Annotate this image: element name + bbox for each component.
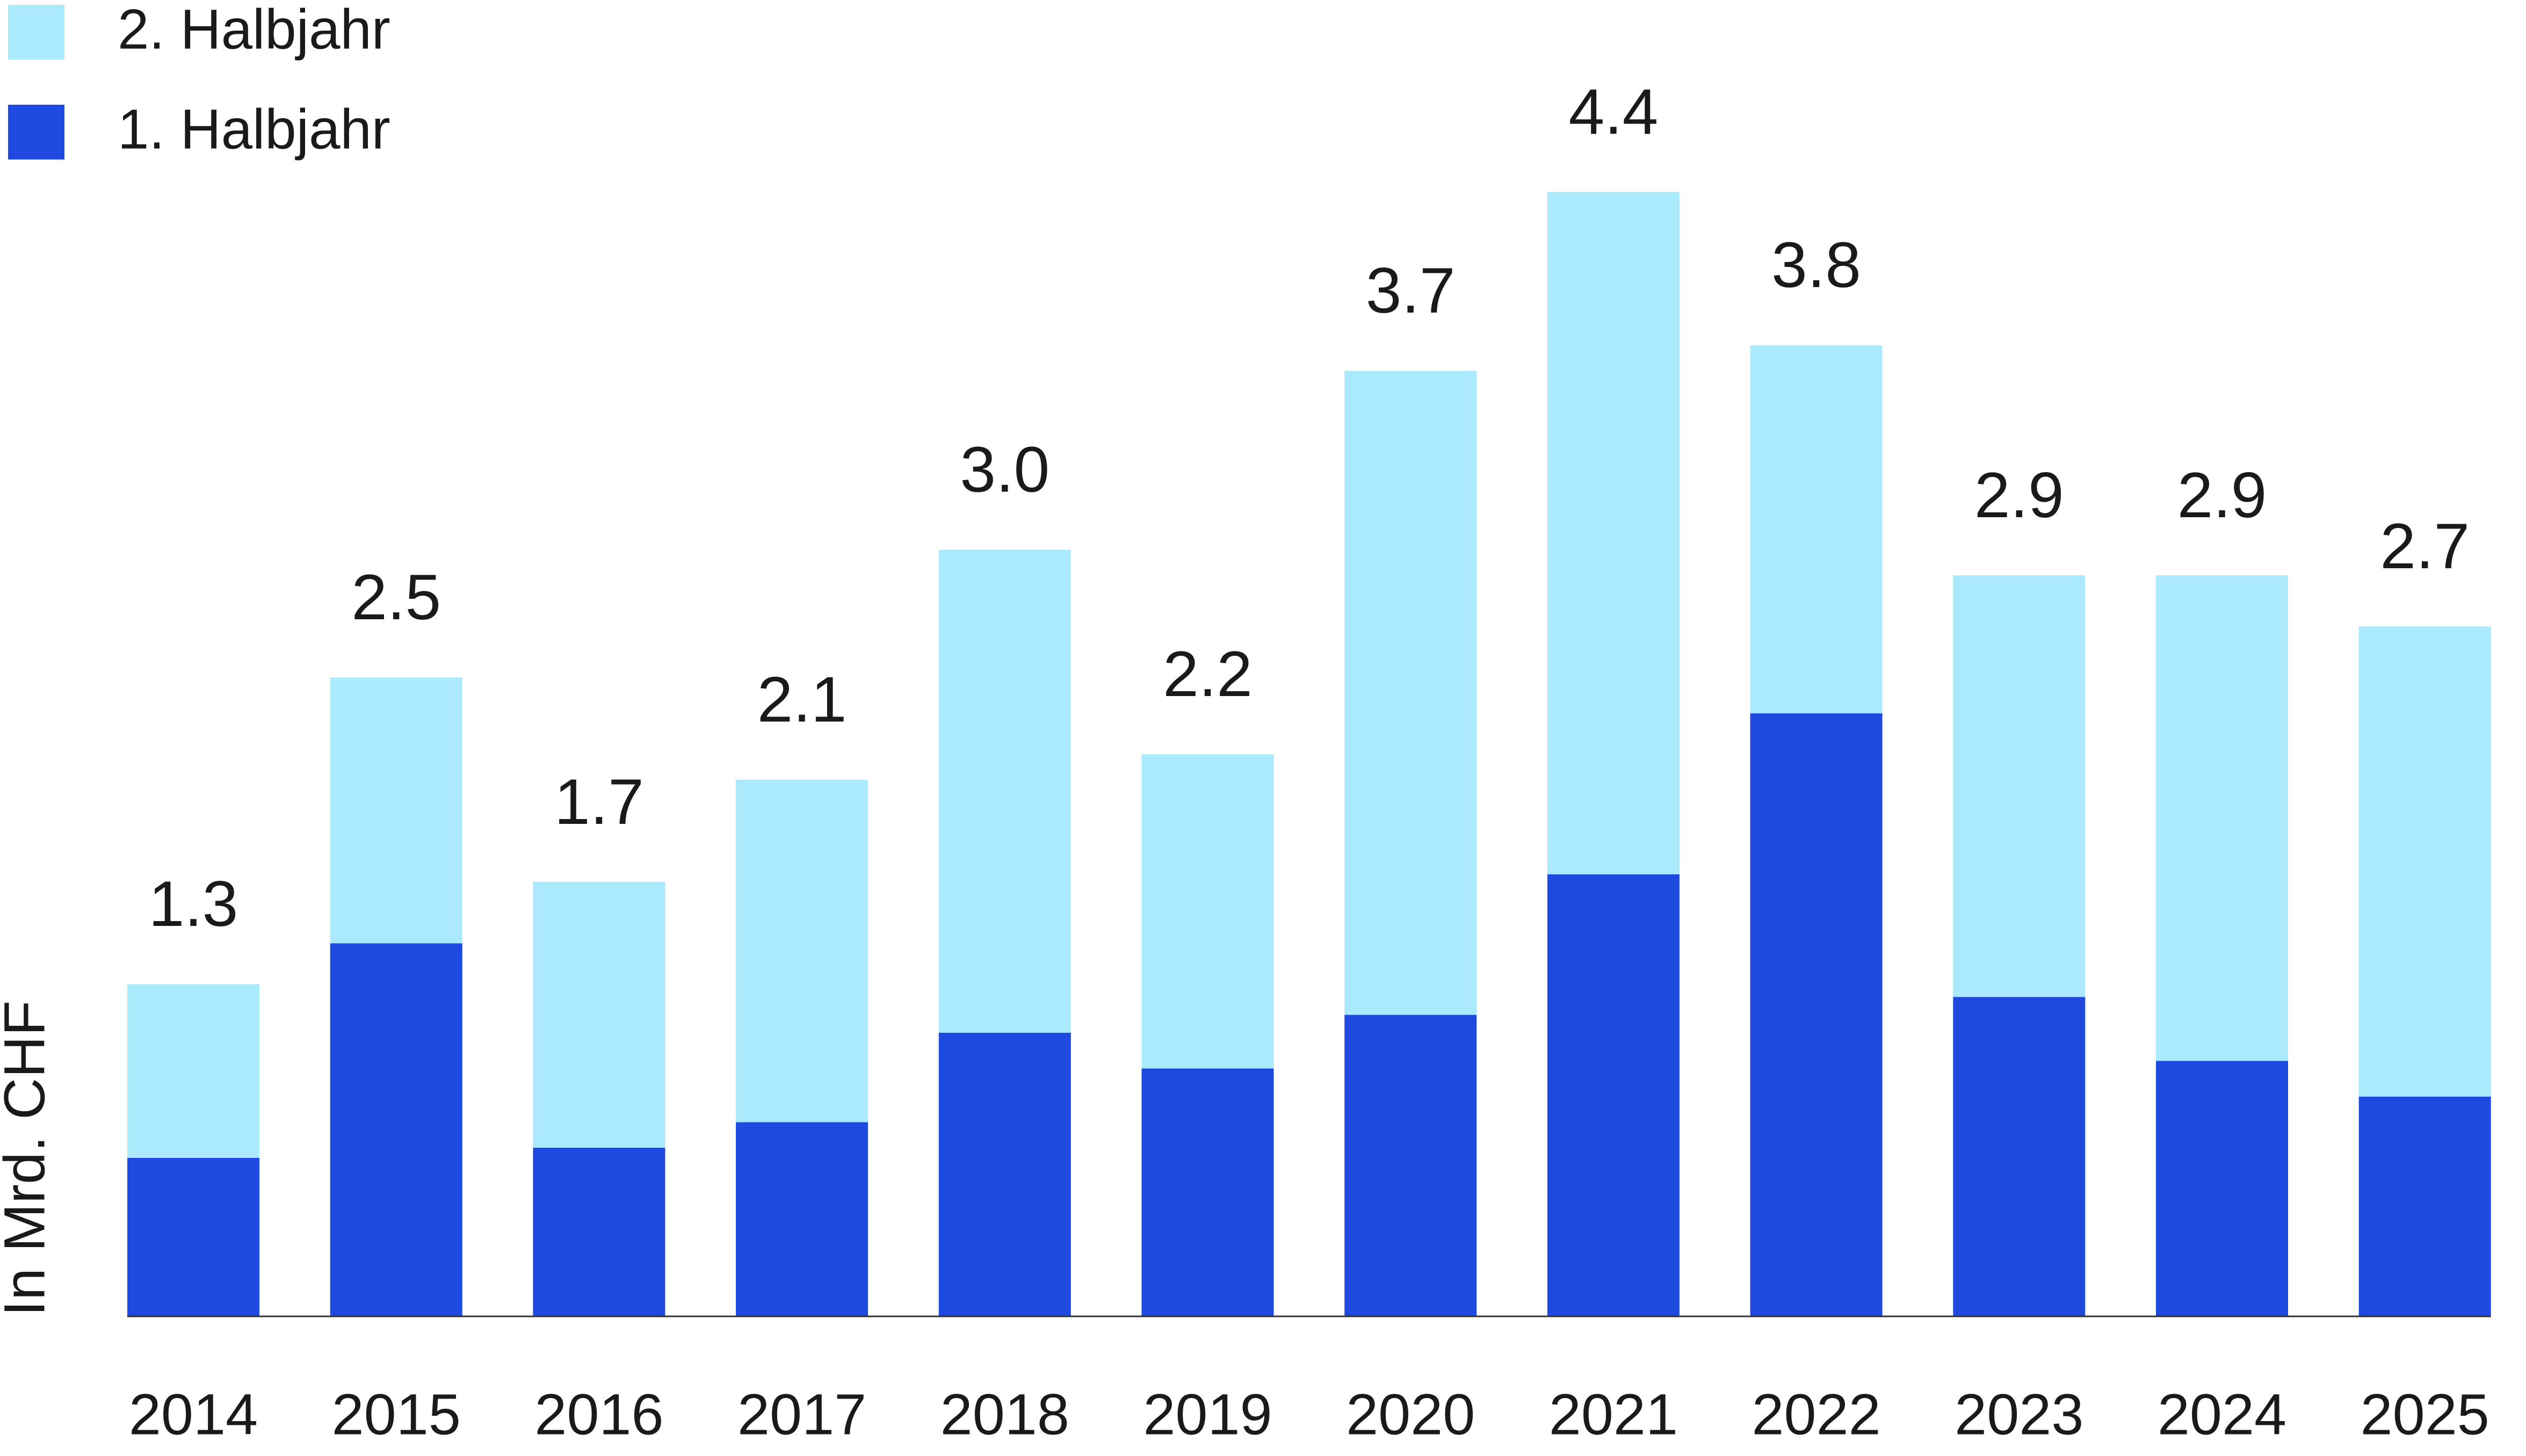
x-tick-label: 2022 [1751, 1382, 1880, 1447]
bar-segment [938, 549, 1071, 1033]
bar-segment [533, 882, 665, 1148]
bar-segment [1344, 371, 1477, 1015]
legend-label: 1. Halbjahr [118, 98, 390, 161]
bar-segment [2358, 626, 2491, 1097]
x-tick-label: 2018 [940, 1382, 1069, 1447]
bar-segment [736, 1122, 868, 1316]
bar-segment [2358, 1096, 2491, 1316]
x-tick-label: 2019 [1143, 1382, 1272, 1447]
legend-swatch [8, 105, 64, 160]
bar-segment [127, 984, 259, 1158]
bar-segment [127, 1158, 259, 1316]
y-axis-label: In Mrd. CHF [0, 1001, 57, 1316]
bar-segment [1953, 575, 2086, 997]
x-tick-label: 2020 [1346, 1382, 1475, 1447]
bar-segment [2156, 1061, 2288, 1316]
total-label: 3.0 [960, 433, 1050, 505]
total-label: 2.9 [1974, 459, 2064, 531]
bar-segment [1547, 874, 1680, 1316]
x-tick-label: 2016 [534, 1382, 663, 1447]
total-label: 2.5 [351, 561, 441, 633]
total-label: 2.2 [1163, 638, 1253, 710]
bar-segment [330, 943, 462, 1316]
bar-segment [2156, 575, 2288, 1061]
x-tick-label: 2014 [129, 1382, 258, 1447]
x-tick-label: 2015 [332, 1382, 461, 1447]
bar-segment [533, 1147, 665, 1316]
bar-segment [330, 677, 462, 944]
bar-segment [1547, 192, 1680, 874]
bar-segment [938, 1032, 1071, 1316]
x-tick-label: 2023 [1955, 1382, 2083, 1447]
bar-segment [1141, 754, 1274, 1069]
total-label: 1.3 [149, 868, 238, 940]
bar-segment [1750, 345, 1883, 714]
total-label: 4.4 [1568, 76, 1658, 148]
total-label: 1.7 [554, 766, 644, 838]
total-label: 2.1 [757, 664, 847, 736]
total-label: 3.7 [1366, 255, 1456, 327]
total-label: 3.8 [1771, 229, 1861, 301]
x-tick-label: 2024 [2158, 1382, 2286, 1447]
total-label: 2.7 [2380, 510, 2470, 582]
x-tick-label: 2025 [2361, 1382, 2489, 1447]
total-label: 2.9 [2177, 459, 2267, 531]
bar-segment [1141, 1068, 1274, 1316]
bar-segment [1953, 997, 2086, 1316]
bar-segment [1750, 713, 1883, 1316]
bar-segment [736, 779, 868, 1122]
x-tick-label: 2017 [737, 1382, 866, 1447]
bar-segment [1344, 1015, 1477, 1316]
legend-label: 2. Halbjahr [118, 0, 390, 61]
x-tick-label: 2021 [1549, 1382, 1678, 1447]
legend-swatch [8, 5, 64, 60]
